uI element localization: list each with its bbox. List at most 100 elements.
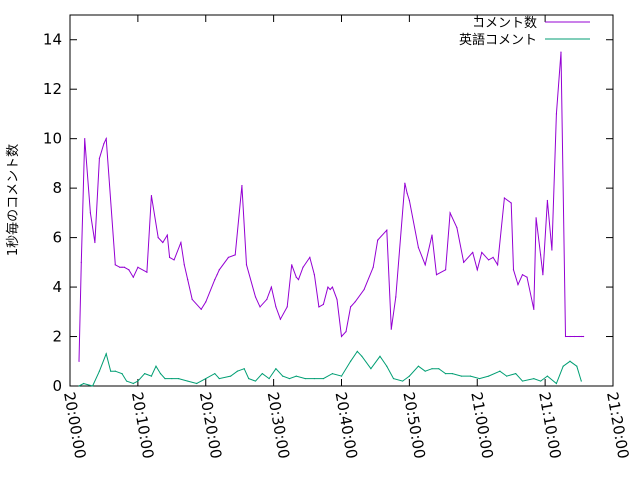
data-point-0 — [150, 194, 153, 197]
data-point-0 — [128, 269, 130, 271]
data-point-0 — [279, 318, 282, 320]
data-point-1 — [555, 382, 558, 385]
data-point-0 — [132, 276, 134, 278]
data-point-1 — [460, 375, 463, 377]
series-line-0 — [78, 52, 584, 362]
data-point-1 — [562, 365, 564, 367]
data-point-0 — [372, 266, 374, 268]
data-point-1 — [417, 365, 420, 367]
data-point-1 — [288, 377, 291, 380]
data-point-1 — [349, 360, 352, 362]
data-point-0 — [582, 335, 585, 338]
data-point-0 — [555, 113, 558, 115]
data-point-0 — [162, 241, 164, 244]
data-point-0 — [546, 199, 548, 202]
x-tick-label: 20:10:00 — [128, 391, 157, 460]
data-point-1 — [487, 375, 490, 377]
data-point-0 — [318, 306, 320, 308]
data-point-0 — [205, 301, 207, 303]
data-point-1 — [78, 385, 80, 387]
data-point-0 — [89, 212, 91, 214]
data-point-0 — [313, 274, 315, 276]
data-point-1 — [121, 373, 123, 375]
data-point-1 — [469, 375, 472, 377]
data-point-0 — [377, 239, 379, 241]
x-tick-label: 20:50:00 — [399, 391, 428, 460]
data-point-0 — [449, 212, 451, 214]
y-axis-label: 1秒毎のコメント数 — [5, 144, 21, 256]
data-point-0 — [327, 286, 329, 288]
data-point-0 — [492, 256, 494, 258]
data-point-0 — [166, 234, 168, 236]
data-point-0 — [227, 256, 229, 258]
data-point-0 — [295, 276, 297, 278]
data-point-0 — [84, 138, 86, 140]
data-point-1 — [313, 377, 315, 380]
data-point-1 — [248, 377, 250, 380]
data-point-0 — [78, 360, 80, 362]
data-point-1 — [331, 373, 334, 375]
data-point-1 — [205, 377, 207, 380]
data-point-1 — [105, 353, 107, 355]
data-point-1 — [499, 370, 501, 372]
x-axis: 20:00:00 20:10:00 20:20:00 20:30:00 20:40:00… — [60, 15, 632, 460]
data-point-0 — [569, 335, 571, 338]
data-point-1 — [361, 355, 363, 357]
data-point-0 — [424, 264, 426, 266]
data-point-0 — [580, 335, 582, 338]
data-point-0 — [270, 286, 272, 288]
data-point-1 — [386, 365, 388, 367]
data-point-1 — [569, 360, 571, 362]
data-point-0 — [573, 335, 576, 338]
data-point-0 — [98, 157, 101, 160]
data-point-1 — [438, 368, 440, 370]
series-line-1 — [78, 350, 582, 387]
data-point-0 — [103, 143, 105, 145]
data-point-0 — [336, 298, 338, 301]
data-point-0 — [551, 249, 553, 251]
data-point-1 — [132, 382, 134, 385]
data-point-1 — [506, 375, 508, 377]
data-point-1 — [282, 375, 284, 377]
data-point-0 — [119, 266, 121, 268]
data-point-0 — [241, 185, 243, 187]
data-point-1 — [82, 382, 85, 385]
series-layer — [78, 51, 585, 387]
data-point-0 — [146, 271, 148, 273]
data-point-0 — [463, 261, 465, 263]
data-point-0 — [456, 227, 458, 229]
data-point-1 — [159, 373, 162, 375]
data-point-0 — [526, 276, 528, 278]
data-point-0 — [173, 259, 175, 261]
data-point-0 — [200, 308, 202, 310]
data-point-0 — [216, 274, 218, 276]
data-point-0 — [406, 192, 408, 194]
data-point-1 — [580, 380, 582, 382]
data-point-0 — [540, 254, 542, 256]
data-point-0 — [431, 234, 433, 236]
data-point-1 — [576, 365, 578, 367]
data-point-0 — [218, 269, 220, 271]
data-point-1 — [178, 377, 180, 380]
data-point-0 — [168, 256, 171, 258]
data-point-1 — [150, 375, 153, 377]
data-point-0 — [191, 298, 193, 301]
data-point-1 — [451, 373, 453, 375]
data-point-0 — [322, 303, 324, 305]
data-point-0 — [386, 229, 388, 231]
data-point-1 — [392, 377, 395, 380]
data-point-0 — [214, 279, 216, 281]
data-point-0 — [297, 279, 300, 281]
data-point-0 — [404, 182, 406, 184]
data-point-0 — [444, 269, 447, 271]
data-point-1 — [164, 377, 166, 380]
data-point-0 — [363, 288, 365, 291]
data-point-0 — [331, 286, 334, 288]
x-tick-label: 21:00:00 — [467, 391, 496, 460]
data-point-1 — [540, 380, 542, 382]
data-point-0 — [123, 266, 125, 268]
data-point-0 — [349, 306, 352, 308]
data-point-0 — [187, 279, 189, 281]
data-point-0 — [114, 264, 116, 266]
